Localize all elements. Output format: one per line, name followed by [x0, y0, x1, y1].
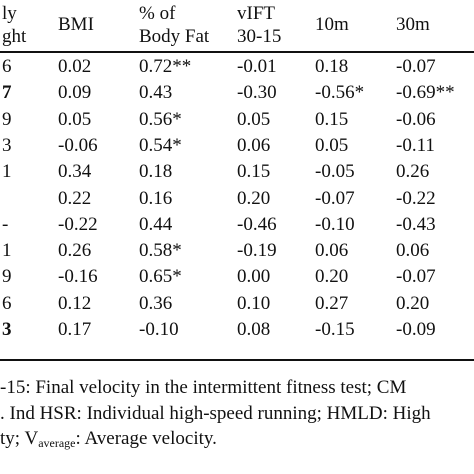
cell-10m: 0.20	[315, 266, 349, 288]
header-cell-30m: 30m	[396, 14, 430, 35]
cell-vift: 0.10	[237, 292, 271, 314]
footnote-line-3: ty; Vaverage: Average velocity.	[0, 427, 217, 455]
cell-body-fat: 0.65*	[139, 266, 182, 288]
cell-30m: 0.26	[396, 161, 430, 183]
cell-body-weight: 1	[2, 240, 12, 262]
footnote-line-2: . Ind HSR: Individual high-speed running…	[0, 403, 431, 424]
cell-body-fat: 0.58*	[139, 240, 182, 262]
cell-30m: 0.06	[396, 240, 430, 262]
cell-vift: 0.00	[237, 266, 271, 288]
footnote-line-1: -15: Final velocity in the intermittent …	[0, 377, 407, 398]
cell-body-weight: 3	[2, 134, 12, 156]
header-cell-vift-line2: 30-15	[237, 26, 282, 47]
cell-10m: -0.07	[315, 187, 355, 209]
cell-body-weight: 7	[2, 82, 12, 104]
header-cell-body-weight-line2: ght	[2, 26, 27, 47]
cell-vift: 0.05	[237, 108, 271, 130]
footnote-line-3-prefix: ty; V	[0, 428, 39, 449]
cell-10m: 0.05	[315, 134, 349, 156]
cell-body-weight: 6	[2, 56, 12, 77]
footnote-line-3-subscript: average	[38, 436, 76, 450]
cell-10m: 0.18	[315, 56, 349, 77]
cell-body-weight: 6	[2, 292, 12, 314]
cell-vift: 0.08	[237, 319, 271, 340]
cell-bmi: 0.12	[58, 292, 92, 314]
header-cell-body-weight-line1: ly	[2, 3, 17, 24]
cell-bmi: -0.16	[58, 266, 98, 288]
cell-vift: 0.15	[237, 161, 271, 183]
cell-30m: -0.07	[396, 56, 436, 77]
header-cell-vift-line1: vIFT	[237, 3, 275, 24]
header-rule	[0, 51, 474, 53]
cell-body-fat: 0.56*	[139, 108, 182, 130]
cell-body-weight: -	[2, 213, 9, 235]
cell-30m: -0.43	[396, 213, 436, 235]
cell-body-weight: 9	[2, 108, 12, 130]
cell-bmi: 0.09	[58, 82, 92, 104]
cell-body-weight: 9	[2, 266, 12, 288]
cell-bmi: -0.22	[58, 213, 98, 235]
cell-bmi: 0.02	[58, 56, 92, 77]
cell-10m: 0.06	[315, 240, 349, 262]
footnote-line-3-suffix: : Average velocity.	[75, 428, 217, 449]
cell-body-weight: 1	[2, 161, 12, 183]
header-cell-body-fat-line2: Body Fat	[139, 26, 210, 47]
cell-bmi: 0.17	[58, 319, 92, 340]
cell-vift: 0.06	[237, 134, 271, 156]
cell-vift: 0.20	[237, 187, 271, 209]
cell-30m: -0.07	[396, 266, 436, 288]
cell-30m: -0.09	[396, 319, 436, 340]
cell-bmi: -0.06	[58, 134, 98, 156]
cell-vift: -0.30	[237, 82, 277, 104]
cell-30m: -0.06	[396, 108, 436, 130]
cell-30m: -0.11	[396, 134, 435, 156]
cell-10m: 0.15	[315, 108, 349, 130]
cell-body-fat: 0.16	[139, 187, 173, 209]
cell-body-fat: 0.36	[139, 292, 173, 314]
cell-bmi: 0.05	[58, 108, 92, 130]
cell-body-weight: 3	[2, 319, 12, 340]
cell-10m: -0.56*	[315, 82, 365, 104]
cell-bmi: 0.22	[58, 187, 92, 209]
header-cell-bmi: BMI	[58, 14, 94, 35]
cell-30m: -0.22	[396, 187, 436, 209]
header-cell-10m: 10m	[315, 14, 349, 35]
cell-30m: -0.69**	[396, 82, 455, 104]
cell-10m: -0.05	[315, 161, 355, 183]
cell-body-fat: 0.44	[139, 213, 173, 235]
cell-30m: 0.20	[396, 292, 430, 314]
cell-body-fat: 0.72**	[139, 56, 192, 77]
cell-body-fat: 0.54*	[139, 134, 182, 156]
cell-body-fat: 0.18	[139, 161, 173, 183]
cell-10m: -0.10	[315, 213, 355, 235]
cell-bmi: 0.34	[58, 161, 92, 183]
cell-bmi: 0.26	[58, 240, 92, 262]
cell-10m: 0.27	[315, 292, 349, 314]
cell-vift: -0.19	[237, 240, 277, 262]
cell-body-fat: 0.43	[139, 82, 173, 104]
cell-vift: -0.46	[237, 213, 277, 235]
header-cell-body-fat-line1: % of	[139, 3, 176, 24]
cell-body-fat: -0.10	[139, 319, 179, 340]
cell-vift: -0.01	[237, 56, 277, 77]
cell-10m: -0.15	[315, 319, 355, 340]
bottom-rule	[0, 359, 474, 361]
